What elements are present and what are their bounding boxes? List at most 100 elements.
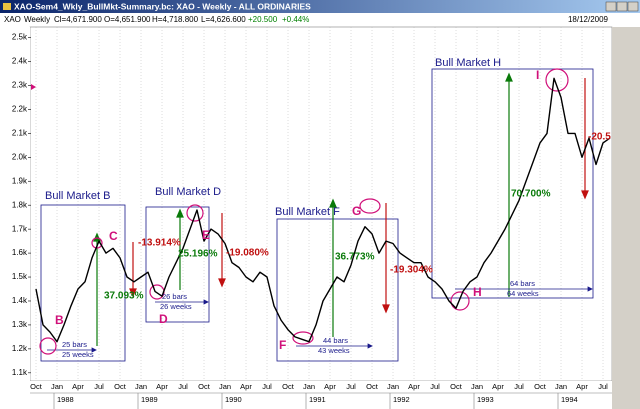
y-tick-label: 1.7k [12,224,28,233]
labels: 1.1k 1.2k 1.3k 1.4k 1.5k 1.6k 1.7k 1.8k 1.9k 2.0k… [12,33,611,377]
annotation: 26 weeks [160,302,192,311]
pivot-circle [545,68,569,92]
grid [35,27,604,381]
arrow-head [329,198,337,208]
low: L=4,626.600 [201,15,246,24]
y-tick-label: 1.1k [12,368,28,377]
y-tick-label: 1.2k [12,344,28,353]
bull-box [431,68,594,299]
pivot-circle [39,337,57,355]
annotation: Bull Market F [275,206,340,218]
y-tick-label: 1.8k [12,200,28,209]
year-label: 1992 [393,395,410,404]
annotation: 37.093% [104,291,144,302]
y-tick-label: 1.9k [12,176,28,185]
x-tick-label: Jan [135,382,147,391]
x-tick-label: Apr [72,382,84,391]
annotation: -19.304% [390,265,433,276]
x-tick-label: Oct [366,382,379,391]
annotation: I [536,68,539,82]
x-tick-label: Oct [282,382,295,391]
x-tick-label: Jan [51,382,63,391]
x-tick-label: Apr [408,382,420,391]
date: 18/12/2009 [568,15,609,24]
pivot-circle [292,331,314,345]
annotation: Bull Market H [435,57,501,69]
annotation: G [352,204,361,218]
x-tick-label: Apr [492,382,504,391]
side-panel [612,27,640,409]
x-tick-label: Jan [387,382,399,391]
arrow-head [218,278,226,288]
pivot-circle [91,237,103,249]
x-axis: Oct Jan Apr Jul Oct Jan Apr Jul Oct Jan Apr Jul Oct J… [30,382,608,409]
annotation: -20.5 [588,132,611,143]
y-tick-label: 1.3k [12,320,28,329]
arrow-head [581,190,589,200]
annotation: Bull Market B [45,190,110,202]
annotation: D [159,312,168,326]
pivot-circle [450,291,470,311]
annotation: 44 bars [323,336,348,345]
high: H=4,718.800 [152,15,199,24]
x-tick-label: Jan [303,382,315,391]
y-tick-label: 2.3k [12,81,28,90]
x-tick-label: Apr [240,382,252,391]
arrow-head [129,288,137,298]
arrow-head [587,286,593,292]
x-tick-label: Jan [219,382,231,391]
arrow-head [91,347,97,353]
annotation: F [279,338,286,352]
year-label: 1988 [57,395,74,404]
price-line [35,77,611,343]
close-button[interactable] [627,1,639,12]
annotation: 25 weeks [62,350,94,359]
y-tick-label: 2.1k [12,128,28,137]
x-tick-label: Oct [30,382,43,391]
info-bar [0,13,640,27]
annotation: 64 weeks [507,289,539,298]
x-tick-label: Apr [156,382,168,391]
annotation: B [55,313,64,327]
annotation: Bull Market D [155,186,221,198]
annotation: 26 bars [162,292,187,301]
arrow-head [505,72,513,82]
year-label: 1989 [141,395,158,404]
annotation: 64 bars [510,279,535,288]
x-tick-label: Oct [450,382,463,391]
y-tick-label: 1.5k [12,272,28,281]
x-tick-label: Oct [534,382,547,391]
x-tick-label: Jul [94,382,104,391]
x-tick-label: Jul [178,382,188,391]
window-title: XAO-Sem4_Wkly_BullMkt-Summary.bc: XAO - … [14,1,311,11]
period: Weekly [24,15,50,24]
year-label: 1990 [225,395,242,404]
bull-box [276,218,399,362]
change: +20.500 [248,15,278,24]
arrow-head [176,208,184,218]
arrow-head [203,299,209,305]
x-tick-label: Jul [514,382,524,391]
x-tick-label: Oct [198,382,211,391]
annotation: E [202,228,210,242]
y-axis-panel [0,27,30,381]
x-tick-label: Jul [346,382,356,391]
minimize-button[interactable] [605,1,617,12]
bull-box [145,206,210,323]
x-axis-panel [0,381,640,409]
arrow-head [382,304,390,314]
annotation: 43 weeks [318,346,350,355]
annotation: 25.196% [178,249,218,260]
x-tick-label: Apr [576,382,588,391]
annotation: 25 bars [62,340,87,349]
quote-line: XAO Weekly Cl=4,671.900 O=4,651.900 H=4,… [4,15,609,24]
annotation: -13.914% [138,238,181,249]
window-buttons [605,1,639,12]
x-tick-label: Jan [555,382,567,391]
bull-box [40,204,126,362]
maximize-button[interactable] [616,1,628,12]
x-tick-label: Jul [262,382,272,391]
x-tick-label: Jul [430,382,440,391]
open: O=4,651.900 [104,15,151,24]
